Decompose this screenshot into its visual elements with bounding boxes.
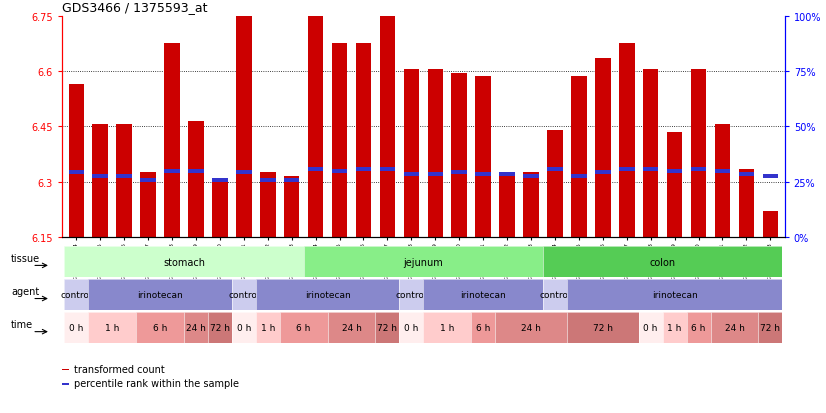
Text: 0 h: 0 h <box>69 324 83 332</box>
Text: control: control <box>539 291 571 299</box>
Bar <box>667 169 682 173</box>
Text: irinotecan: irinotecan <box>652 291 697 299</box>
Bar <box>236 171 252 175</box>
Text: 0 h: 0 h <box>404 324 419 332</box>
Text: 24 h: 24 h <box>342 324 362 332</box>
Bar <box>762 212 778 237</box>
Bar <box>547 167 563 171</box>
Text: 72 h: 72 h <box>377 324 397 332</box>
Bar <box>69 171 84 175</box>
Text: control: control <box>60 291 92 299</box>
Text: 6 h: 6 h <box>153 324 167 332</box>
Text: 24 h: 24 h <box>186 324 206 332</box>
Text: 1 h: 1 h <box>105 324 120 332</box>
Bar <box>595 59 610 237</box>
Bar <box>260 178 276 183</box>
Text: 72 h: 72 h <box>210 324 230 332</box>
Text: stomach: stomach <box>163 257 205 267</box>
Bar <box>571 77 586 237</box>
Text: 24 h: 24 h <box>724 324 744 332</box>
Bar <box>476 77 491 237</box>
Bar <box>93 175 108 179</box>
Bar <box>284 177 300 237</box>
Bar <box>332 169 348 173</box>
Text: control: control <box>396 291 427 299</box>
Text: 1 h: 1 h <box>667 324 681 332</box>
Bar <box>714 125 730 237</box>
Bar <box>523 173 539 237</box>
Bar <box>619 44 634 237</box>
Bar <box>691 167 706 171</box>
Bar <box>428 173 443 177</box>
Bar <box>164 44 180 237</box>
Bar <box>643 70 658 237</box>
Bar <box>212 178 228 183</box>
Bar <box>332 44 348 237</box>
Text: 0 h: 0 h <box>643 324 657 332</box>
Bar <box>116 125 132 237</box>
Bar <box>116 175 132 179</box>
Text: irinotecan: irinotecan <box>460 291 506 299</box>
Bar <box>499 173 515 177</box>
Text: 72 h: 72 h <box>761 324 781 332</box>
Bar <box>308 17 324 237</box>
Text: 0 h: 0 h <box>236 324 251 332</box>
Bar <box>356 44 371 237</box>
Text: irinotecan: irinotecan <box>305 291 350 299</box>
Bar <box>308 167 324 171</box>
Text: 6 h: 6 h <box>297 324 311 332</box>
Bar <box>93 125 108 237</box>
Bar <box>140 178 156 183</box>
Bar <box>738 173 754 177</box>
Bar <box>667 133 682 237</box>
Text: colon: colon <box>649 257 676 267</box>
Bar <box>62 383 69 385</box>
Text: tissue: tissue <box>11 253 40 263</box>
Bar <box>62 369 69 370</box>
Bar <box>380 17 395 237</box>
Text: 1 h: 1 h <box>260 324 275 332</box>
Bar <box>452 171 467 175</box>
Text: jejunum: jejunum <box>403 257 444 267</box>
Text: irinotecan: irinotecan <box>137 291 183 299</box>
Bar <box>356 167 371 171</box>
Bar <box>523 175 539 179</box>
Text: transformed count: transformed count <box>74 364 164 374</box>
Text: 1 h: 1 h <box>440 324 454 332</box>
Bar <box>260 173 276 237</box>
Bar <box>188 121 204 237</box>
Bar <box>476 173 491 177</box>
Bar <box>619 167 634 171</box>
Bar <box>380 167 395 171</box>
Bar <box>595 171 610 175</box>
Bar <box>714 169 730 173</box>
Bar <box>762 175 778 179</box>
Text: time: time <box>11 319 33 330</box>
Bar <box>404 173 419 177</box>
Text: 72 h: 72 h <box>593 324 613 332</box>
Bar <box>571 175 586 179</box>
Text: 24 h: 24 h <box>521 324 541 332</box>
Text: 6 h: 6 h <box>476 324 491 332</box>
Text: percentile rank within the sample: percentile rank within the sample <box>74 378 239 388</box>
Text: control: control <box>228 291 259 299</box>
Bar <box>404 70 419 237</box>
Bar <box>643 167 658 171</box>
Text: agent: agent <box>11 286 40 297</box>
Bar <box>738 169 754 237</box>
Bar <box>164 169 180 173</box>
Bar <box>69 85 84 237</box>
Bar <box>236 17 252 237</box>
Bar <box>212 180 228 237</box>
Bar <box>188 169 204 173</box>
Bar <box>452 74 467 237</box>
Bar <box>547 131 563 237</box>
Bar <box>691 70 706 237</box>
Text: 6 h: 6 h <box>691 324 705 332</box>
Bar <box>140 173 156 237</box>
Bar <box>284 178 300 183</box>
Bar <box>428 70 443 237</box>
Text: GDS3466 / 1375593_at: GDS3466 / 1375593_at <box>62 1 207 14</box>
Bar <box>499 173 515 237</box>
